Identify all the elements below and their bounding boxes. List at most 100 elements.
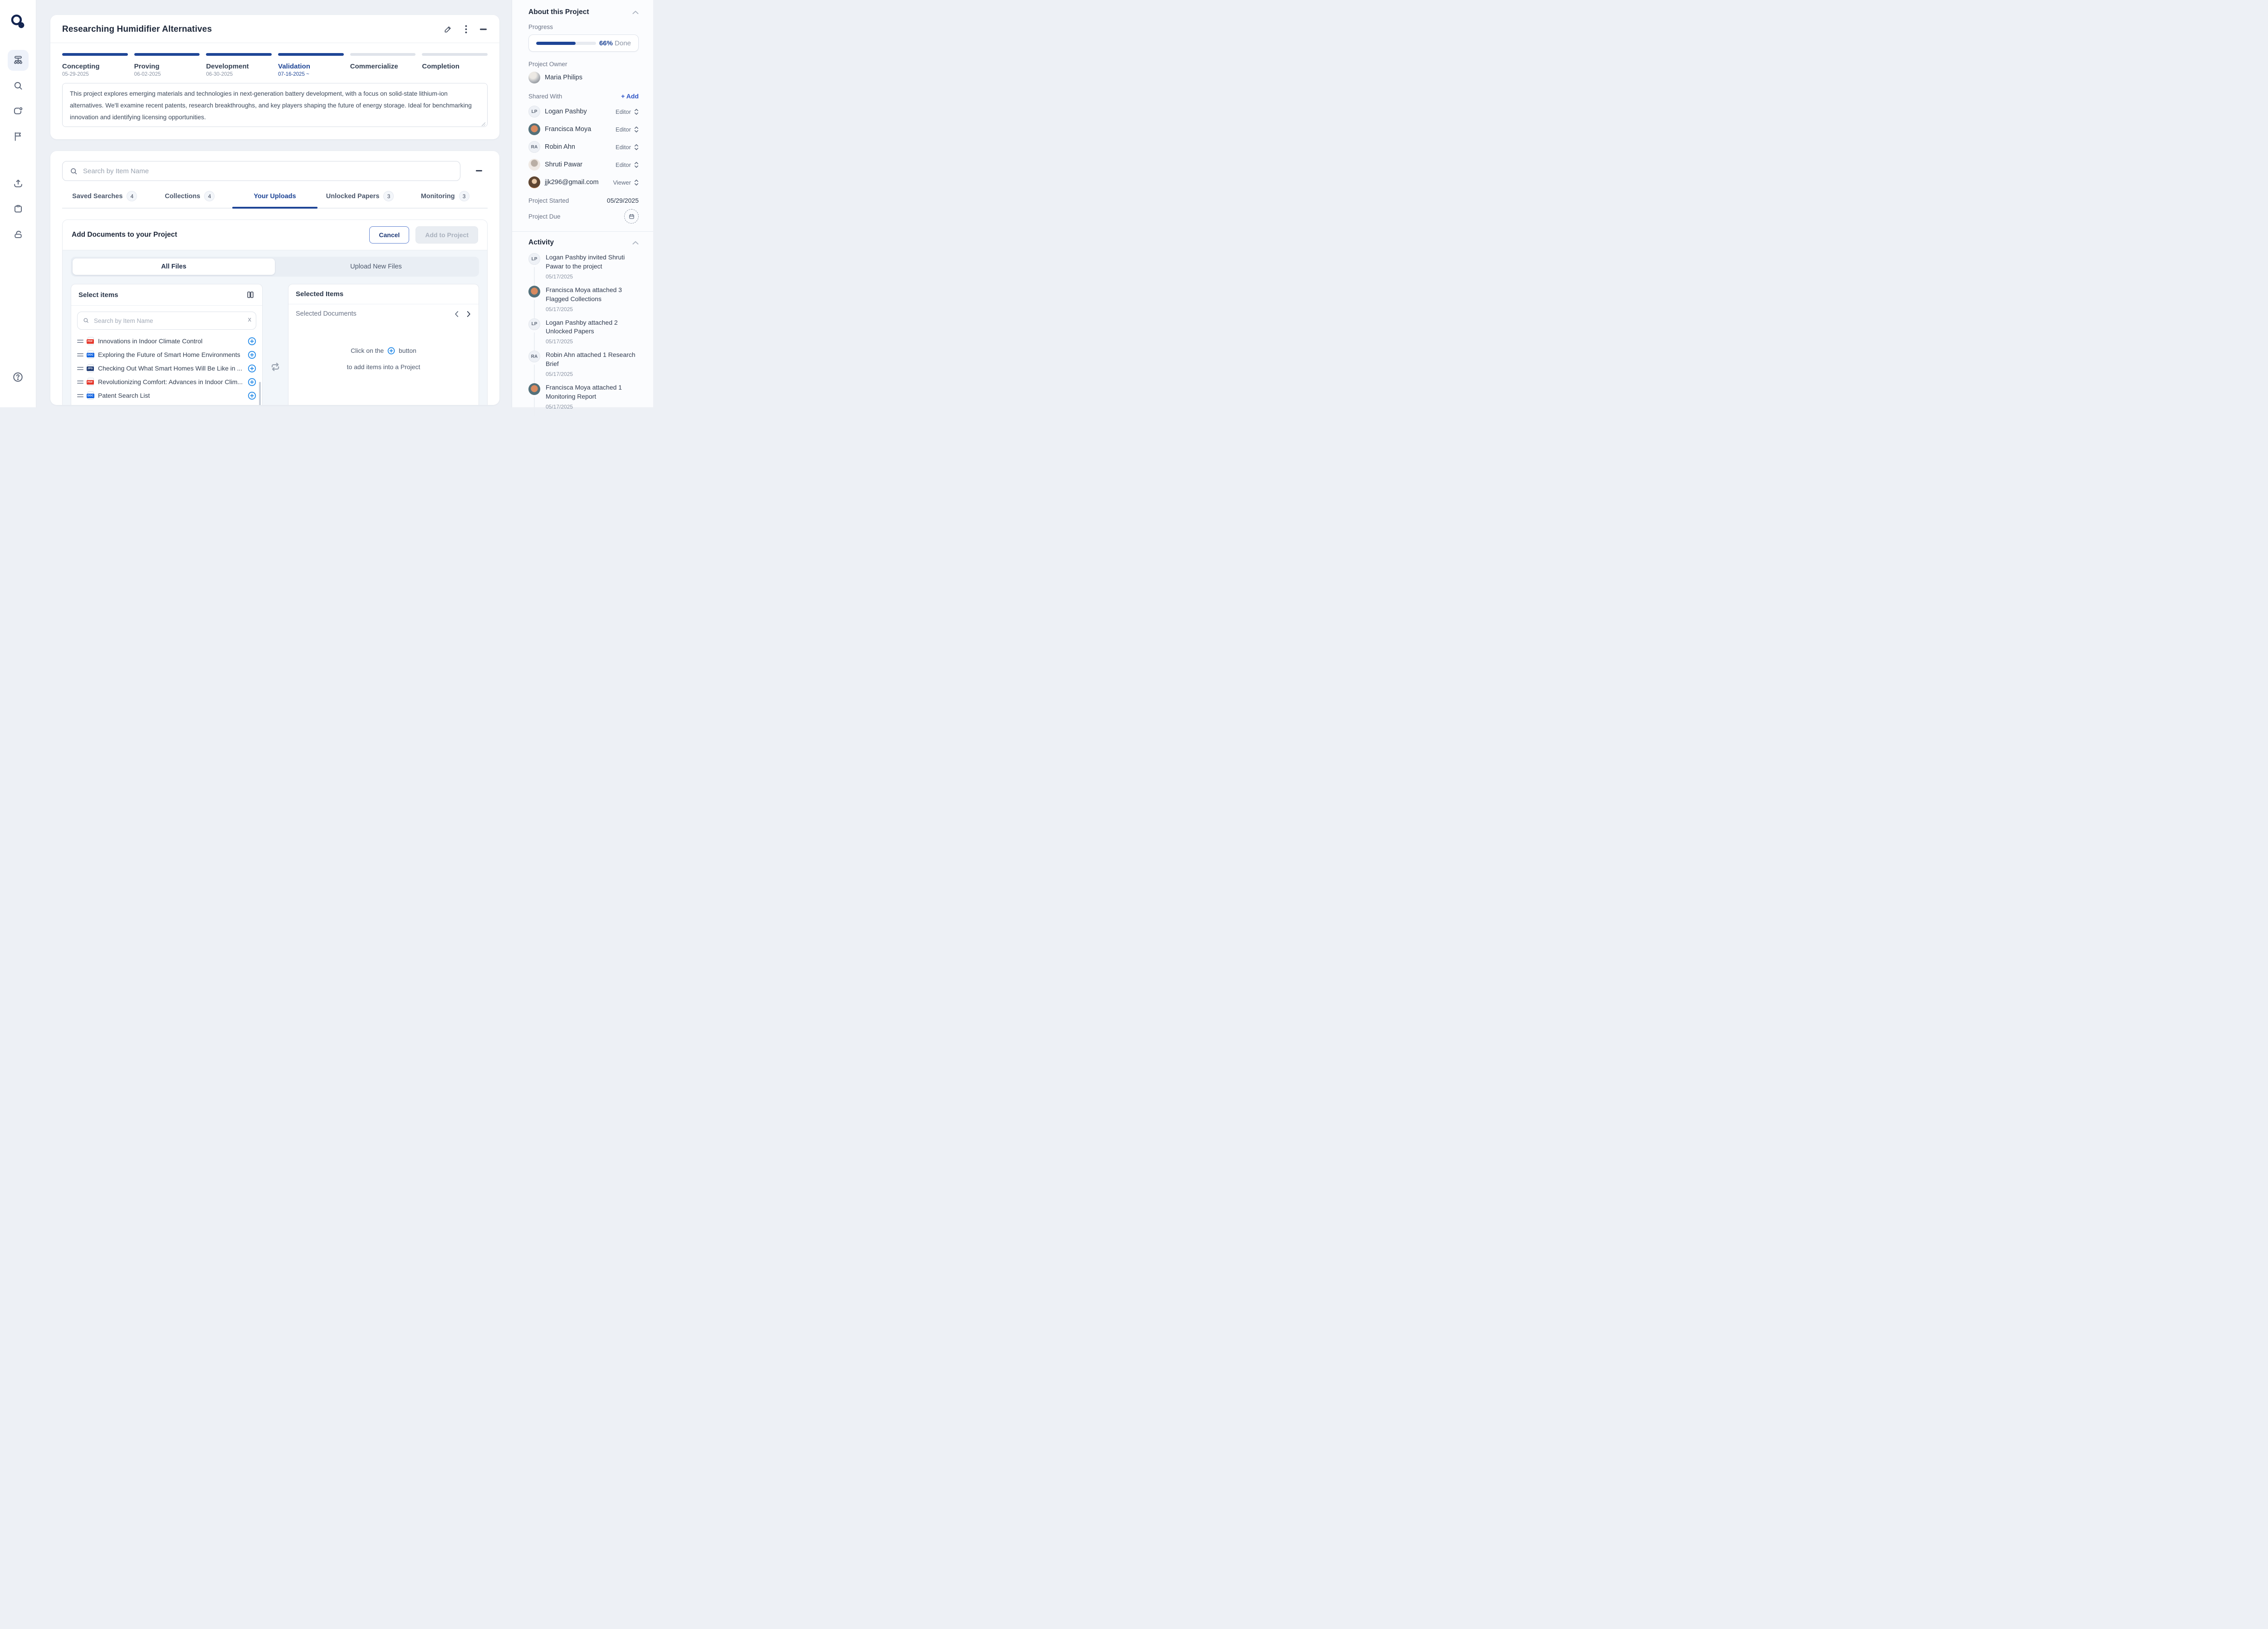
stage-concepting[interactable]: Concepting 05-29-2025 bbox=[62, 53, 128, 77]
select-items-title: Select items bbox=[78, 291, 118, 299]
list-item[interactable]: PDF Innovations in Indoor Climate Contro… bbox=[77, 334, 256, 348]
project-owner-row: Maria Philips bbox=[528, 72, 639, 83]
cancel-button[interactable]: Cancel bbox=[369, 226, 410, 244]
kebab-menu-icon bbox=[465, 25, 467, 34]
sidebar-item-upload[interactable] bbox=[8, 173, 29, 194]
list-item[interactable]: DOC Patent Search List bbox=[77, 389, 256, 402]
list-item[interactable]: PDF Revolutionizing Comfort: Advances in… bbox=[77, 375, 256, 389]
sidebar-item-clipboard[interactable] bbox=[8, 199, 29, 219]
project-description-input[interactable]: This project explores emerging materials… bbox=[62, 83, 488, 127]
clear-search-icon[interactable]: x bbox=[248, 316, 252, 323]
add-member-button[interactable]: + Add bbox=[621, 93, 639, 100]
project-menu-button[interactable] bbox=[464, 24, 468, 34]
drag-handle-icon[interactable] bbox=[77, 380, 83, 384]
search-input[interactable] bbox=[62, 161, 460, 181]
set-due-date-button[interactable] bbox=[624, 209, 639, 224]
edit-project-button[interactable] bbox=[443, 24, 453, 34]
collapse-project-card-button[interactable] bbox=[479, 28, 488, 31]
tab-saved-searches[interactable]: Saved Searches 4 bbox=[62, 191, 147, 208]
add-to-project-button[interactable]: Add to Project bbox=[415, 226, 478, 244]
collapse-activity-icon[interactable] bbox=[632, 241, 639, 245]
stage-commercialize[interactable]: Commercialize bbox=[350, 53, 416, 77]
stage-development[interactable]: Development 06-30-2025 bbox=[206, 53, 272, 77]
stage-name: Completion bbox=[422, 63, 459, 70]
drag-handle-icon[interactable] bbox=[77, 394, 83, 397]
file-type-icon: PDF bbox=[87, 337, 94, 345]
stage-proving[interactable]: Proving 06-02-2025 bbox=[134, 53, 200, 77]
right-sidebar: About this Project Progress 66% Done Pro… bbox=[512, 0, 653, 410]
project-title: Researching Humidifier Alternatives bbox=[62, 24, 212, 34]
role-select[interactable]: Editor bbox=[616, 161, 639, 168]
add-item-button[interactable] bbox=[248, 391, 256, 400]
member-row: Shruti Pawar Editor bbox=[528, 159, 639, 171]
stage-completion[interactable]: Completion bbox=[422, 53, 488, 77]
member-row: RA Robin Ahn Editor bbox=[528, 141, 639, 153]
sidebar-item-workspace[interactable] bbox=[7, 50, 29, 71]
file-type-icon: JPG bbox=[87, 364, 94, 372]
segment-all-files[interactable]: All Files bbox=[73, 258, 275, 275]
stage-validation[interactable]: Validation 07-16-2025 ~ bbox=[278, 53, 344, 77]
tab-unlocked-papers[interactable]: Unlocked Papers 3 bbox=[318, 191, 403, 208]
tab-collections[interactable]: Collections 4 bbox=[147, 191, 233, 208]
add-item-button[interactable] bbox=[248, 364, 256, 373]
collapse-documents-button[interactable] bbox=[475, 169, 483, 173]
left-sidebar bbox=[0, 0, 36, 407]
page-prev-icon[interactable] bbox=[454, 311, 459, 317]
select-items-search: x bbox=[77, 312, 256, 330]
page-next-icon[interactable] bbox=[466, 311, 471, 317]
stage-date: 07-16-2025 ~ bbox=[278, 72, 309, 77]
tab-count-badge: 3 bbox=[459, 191, 469, 201]
list-item[interactable]: JPG Checking Out What Smart Homes Will B… bbox=[77, 361, 256, 375]
swap-items-icon[interactable] bbox=[269, 361, 281, 405]
add-documents-panel: Add Documents to your Project Cancel Add… bbox=[62, 219, 488, 405]
divider bbox=[512, 231, 653, 232]
role-select[interactable]: Viewer bbox=[613, 179, 639, 186]
select-items-search-input[interactable] bbox=[77, 312, 256, 330]
avatar bbox=[528, 123, 540, 135]
progress-done-label: Done bbox=[615, 39, 631, 47]
list-item[interactable]: DOC Patent Search List bbox=[77, 402, 256, 405]
project-card: Researching Humidifier Alternatives bbox=[50, 15, 499, 139]
sidebar-item-unlocked[interactable] bbox=[8, 224, 29, 245]
role-select[interactable]: Editor bbox=[616, 144, 639, 151]
segment-upload-new-files[interactable]: Upload New Files bbox=[350, 263, 402, 270]
sidebar-item-share[interactable] bbox=[8, 101, 29, 122]
tab-your-uploads[interactable]: Your Uploads bbox=[232, 191, 318, 209]
sidebar-item-flag[interactable] bbox=[8, 126, 29, 147]
sort-arrows-icon bbox=[634, 126, 639, 132]
sort-arrows-icon bbox=[634, 179, 639, 185]
upload-icon bbox=[14, 180, 22, 187]
selectable-items-list: PDF Innovations in Indoor Climate Contro… bbox=[71, 334, 262, 405]
progress-track bbox=[536, 41, 596, 45]
stage-name: Commercialize bbox=[350, 63, 398, 70]
app-logo-icon bbox=[10, 14, 26, 30]
project-started-label: Project Started bbox=[528, 197, 569, 204]
stage-name: Validation bbox=[278, 63, 310, 70]
file-picker-area: All Files Upload New Files Select items bbox=[63, 250, 487, 405]
help-icon bbox=[13, 372, 23, 382]
drag-handle-icon[interactable] bbox=[77, 353, 83, 356]
drag-handle-icon[interactable] bbox=[77, 366, 83, 370]
columns-view-icon[interactable] bbox=[246, 290, 255, 299]
add-item-button[interactable] bbox=[248, 378, 256, 386]
drag-handle-icon[interactable] bbox=[77, 339, 83, 343]
add-item-button[interactable] bbox=[248, 351, 256, 359]
about-project-title: About this Project bbox=[528, 8, 589, 16]
sort-arrows-icon bbox=[634, 144, 639, 150]
stage-bar bbox=[350, 53, 416, 56]
list-item[interactable]: DOC Exploring the Future of Smart Home E… bbox=[77, 348, 256, 361]
sidebar-item-search[interactable] bbox=[8, 75, 29, 96]
role-select[interactable]: Editor bbox=[616, 108, 639, 115]
list-scrollbar[interactable] bbox=[259, 382, 261, 405]
avatar: LP bbox=[528, 253, 540, 265]
avatar bbox=[528, 72, 540, 83]
item-search bbox=[62, 161, 460, 181]
sidebar-item-help[interactable] bbox=[8, 366, 29, 387]
file-source-switch: All Files Upload New Files bbox=[71, 257, 479, 277]
tab-monitoring[interactable]: Monitoring 3 bbox=[402, 191, 488, 208]
project-started-value: 05/29/2025 bbox=[606, 197, 639, 204]
add-item-button[interactable] bbox=[248, 337, 256, 346]
selected-documents-label: Selected Documents bbox=[296, 310, 357, 317]
collapse-about-icon[interactable] bbox=[632, 10, 639, 15]
role-select[interactable]: Editor bbox=[616, 126, 639, 133]
